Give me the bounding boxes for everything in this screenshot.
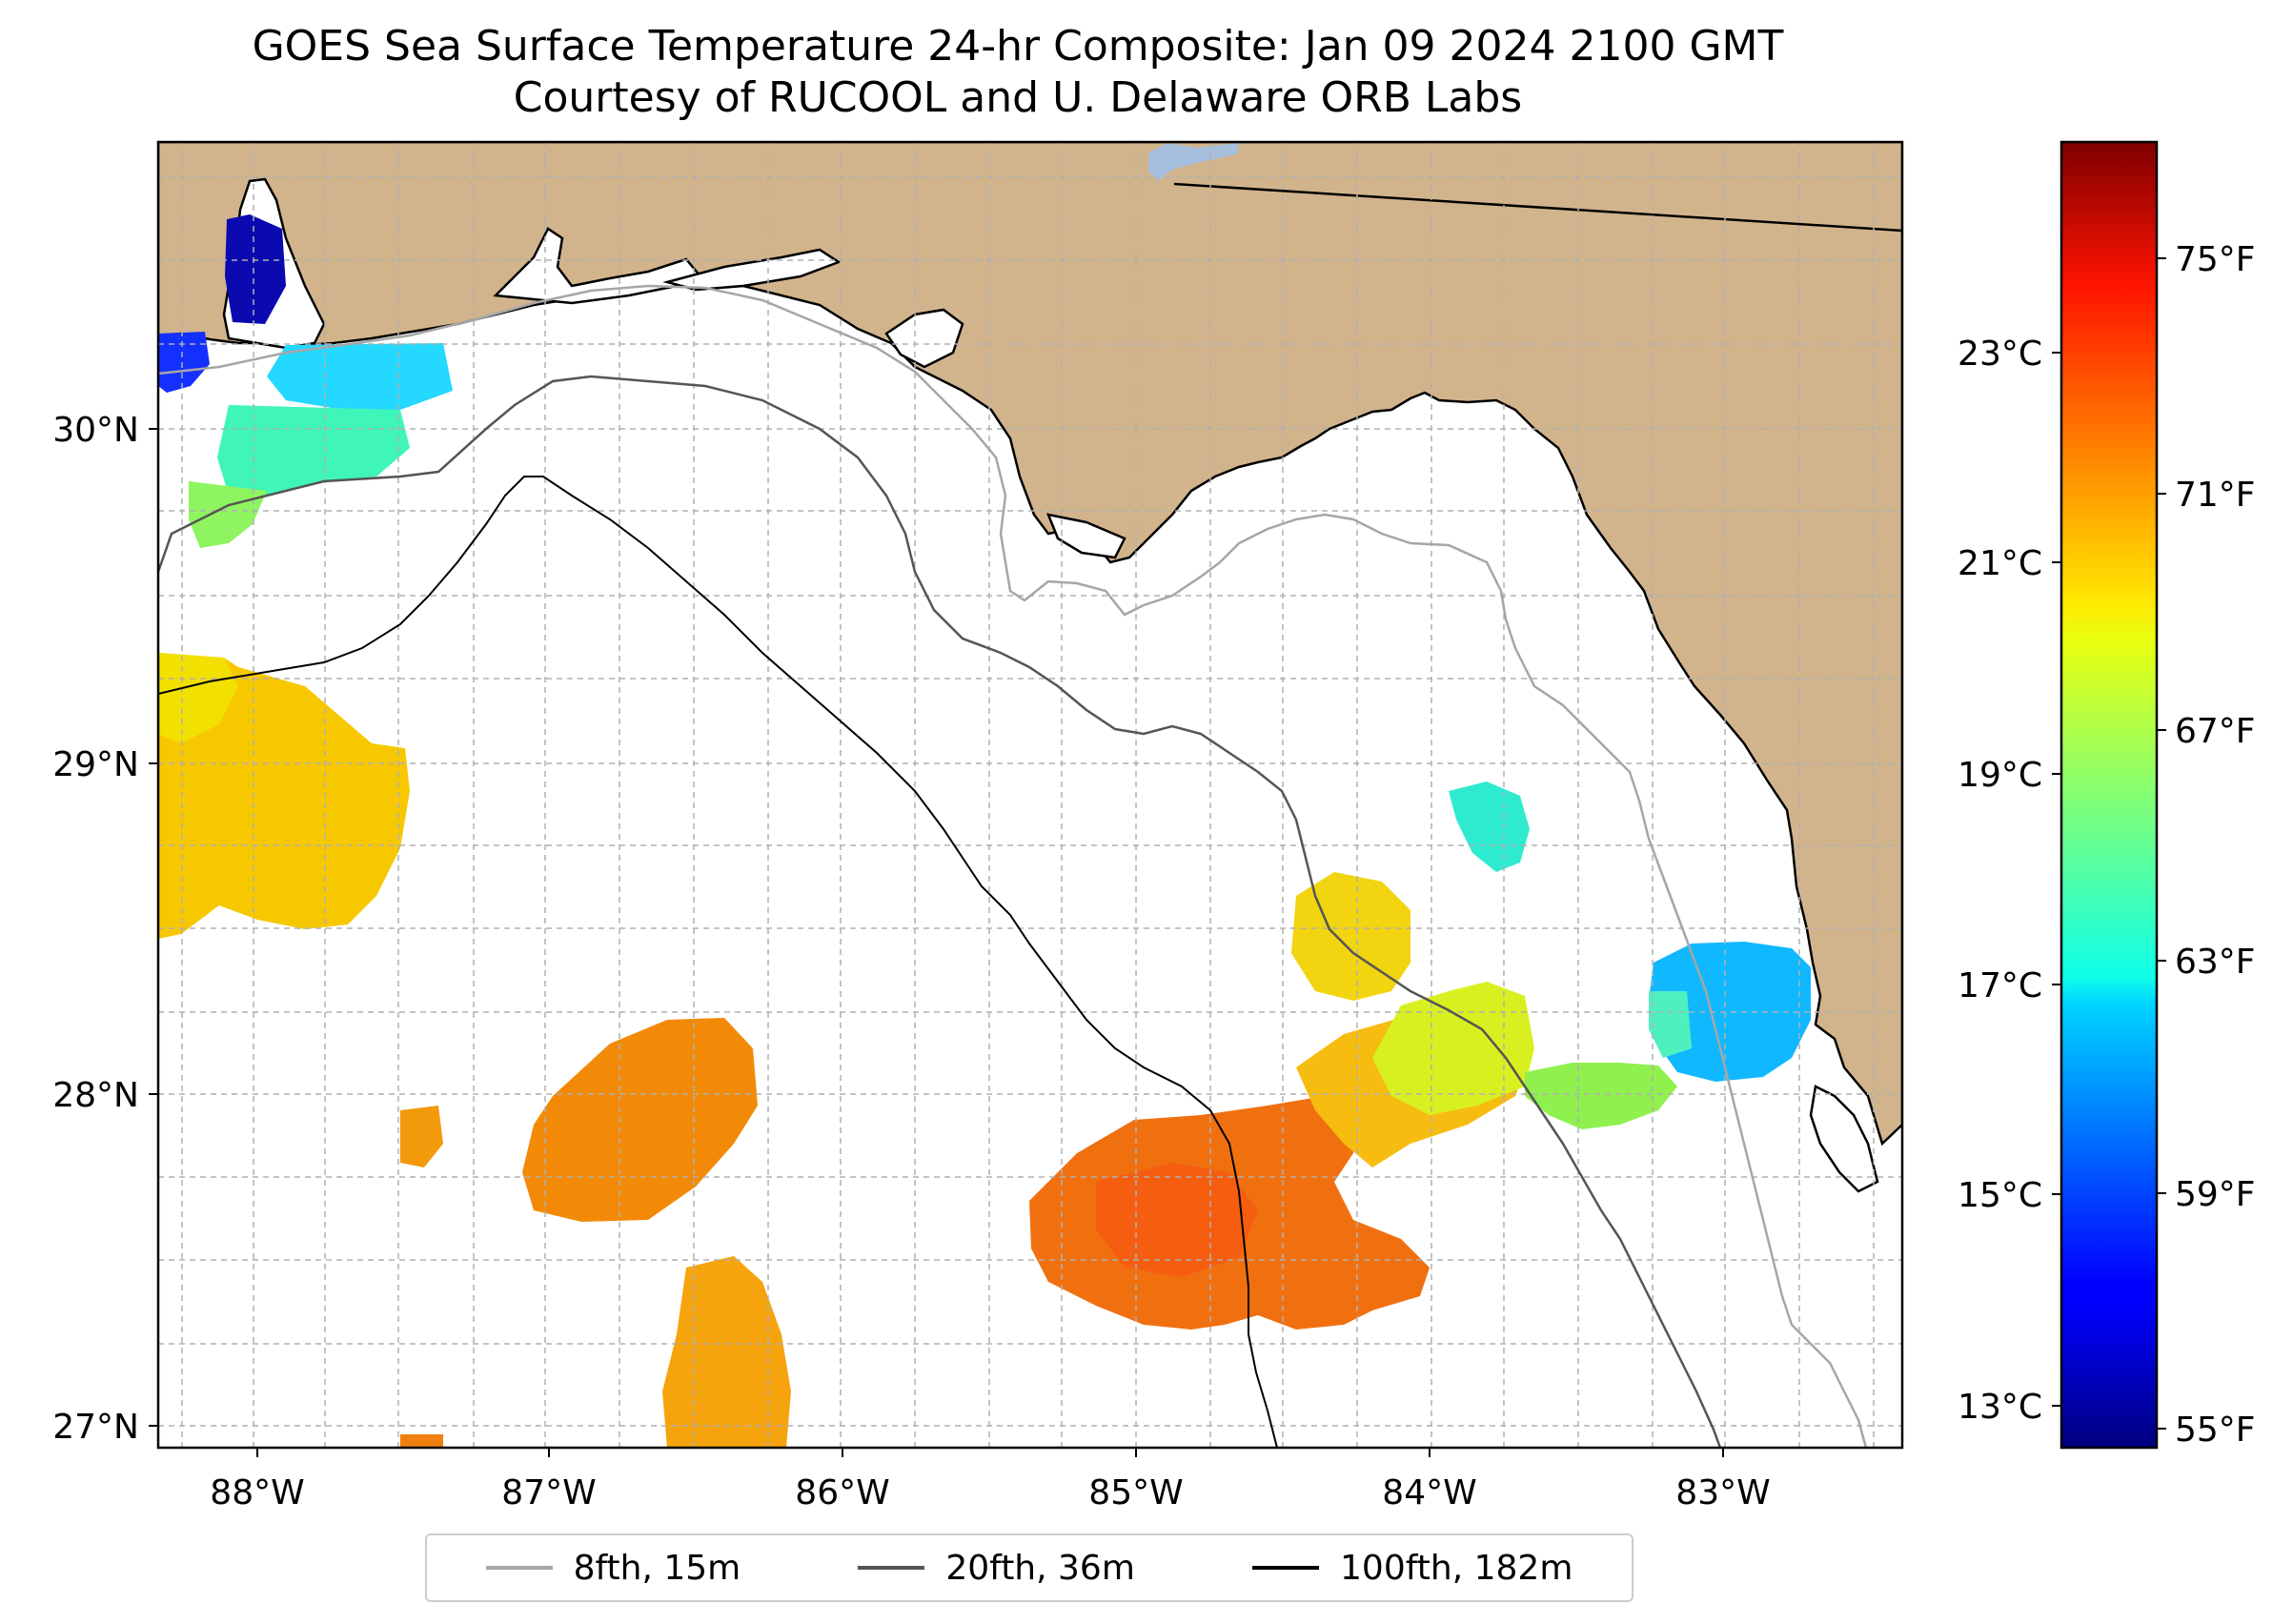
- colorbar-c-label-19: 19°C: [1958, 756, 2042, 795]
- legend-item-20fth: 20fth, 36m: [858, 1549, 1135, 1588]
- isobath-20fth: [158, 375, 1722, 1448]
- colorbar-gradient: [2060, 140, 2159, 1450]
- lon-label-86w: 86°W: [795, 1473, 889, 1512]
- lon-label-83w: 83°W: [1675, 1473, 1770, 1512]
- pensacola-bay: [493, 227, 703, 305]
- isobath-legend: 8fth, 15m 20fth, 36m 100fth, 182m: [425, 1533, 1634, 1602]
- tampa-bay: [1809, 1085, 1879, 1193]
- state-boundary: [1173, 182, 1902, 233]
- lat-label-28n: 28°N: [52, 1076, 139, 1115]
- title-line-2: Courtesy of RUCOOL and U. Delaware ORB L…: [513, 73, 1523, 122]
- sst-patch-shelf-north: [267, 343, 453, 410]
- isobath-100fth: [158, 476, 1278, 1448]
- colorbar-c-label-17: 17°C: [1958, 966, 2042, 1005]
- gridlines: [158, 142, 1902, 1448]
- st-andrews-bay: [884, 308, 964, 369]
- legend-swatch-8fth: [485, 1566, 553, 1570]
- colorbar-f-label-75: 75°F: [2175, 240, 2256, 279]
- sst-patch-82-9w-edge: [1649, 991, 1692, 1058]
- sst-patch-shelf-south: [217, 405, 410, 496]
- legend-swatch-100fth: [1252, 1566, 1320, 1570]
- colorbar-f-label-63: 63°F: [2175, 943, 2256, 982]
- sst-layer: [158, 214, 1811, 1448]
- colorbar-f-label-71: 71°F: [2175, 476, 2256, 515]
- colorbar-c-label-21: 21°C: [1958, 544, 2042, 583]
- legend-label-20fth: 20fth, 36m: [945, 1548, 1135, 1588]
- lat-label-27n: 27°N: [52, 1408, 139, 1447]
- lake-seminole: [1148, 143, 1239, 181]
- sst-patch-83-9w-28-1n: [1372, 982, 1534, 1115]
- sst-patch-mississippi: [158, 332, 210, 393]
- sst-patch-87-5w-27n: [400, 1434, 443, 1448]
- axis-ticks: [149, 428, 1724, 1457]
- colorbar-f-label-59: 59°F: [2175, 1175, 2256, 1214]
- colorbar-f-label-55: 55°F: [2175, 1411, 2256, 1450]
- isobath-8fth: [158, 284, 1868, 1448]
- colorbar: 75°F 71°F 67°F 63°F 59°F 55°F 23°C 21°C …: [1958, 140, 2256, 1450]
- sst-patch-west-29n-edge: [158, 653, 238, 743]
- legend-swatch-20fth: [858, 1566, 925, 1570]
- legend-label-100fth: 100fth, 182m: [1340, 1548, 1573, 1588]
- lon-label-88w: 88°W: [210, 1473, 304, 1512]
- lat-label-29n: 29°N: [52, 745, 139, 784]
- map-frame: [156, 140, 1904, 1450]
- sst-patch-86-7w-28n: [522, 1018, 758, 1222]
- colorbar-c-label-23: 23°C: [1958, 335, 2042, 374]
- apalachicola-bay: [1045, 513, 1126, 559]
- sst-patch-mobile-bay: [225, 214, 286, 324]
- lon-label-85w: 85°W: [1088, 1473, 1183, 1512]
- lon-label-84w: 84°W: [1382, 1473, 1476, 1512]
- sst-patch-83-4w-28n: [1525, 1063, 1677, 1129]
- figure-title: GOES Sea Surface Temperature 24-hr Compo…: [0, 21, 2036, 124]
- lon-label-87w: 87°W: [501, 1473, 596, 1512]
- colorbar-f-ticks: [2157, 257, 2166, 1430]
- colorbar-c-ticks: [2052, 352, 2061, 1407]
- sst-patch-west-29n: [158, 653, 410, 939]
- sst-patch-shelf-tail: [189, 481, 267, 548]
- colorbar-c-label-15: 15°C: [1958, 1176, 2042, 1215]
- colorbar-f-label-67: 67°F: [2175, 712, 2256, 751]
- sst-patch-86-4w-27-3n: [662, 1256, 791, 1448]
- lat-label-30n: 30°N: [52, 411, 139, 450]
- sst-patch-84-3w-28-5n: [1291, 872, 1410, 1001]
- sst-patch-83-8w-28-8n: [1449, 782, 1530, 872]
- legend-item-8fth: 8fth, 15m: [485, 1548, 741, 1588]
- legend-label-8fth: 8fth, 15m: [573, 1548, 741, 1588]
- colorbar-c-label-13: 13°C: [1958, 1388, 2042, 1427]
- sst-patch-87-4w-27-9n: [400, 1106, 443, 1167]
- title-line-1: GOES Sea Surface Temperature 24-hr Compo…: [252, 22, 1784, 71]
- legend-item-100fth: 100fth, 182m: [1252, 1549, 1573, 1588]
